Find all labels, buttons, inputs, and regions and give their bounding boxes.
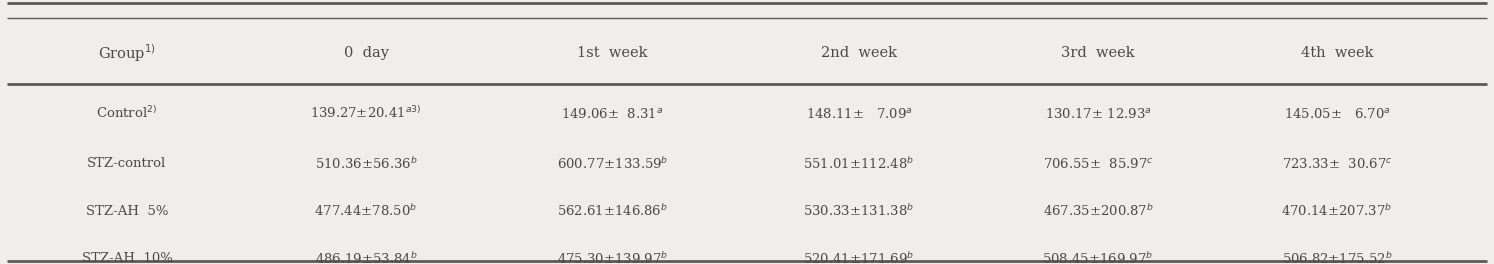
Text: 530.33±131.38$^{b}$: 530.33±131.38$^{b}$ bbox=[804, 203, 914, 219]
Text: 506.82±175.52$^{b}$: 506.82±175.52$^{b}$ bbox=[1282, 251, 1392, 264]
Text: 600.77±133.59$^{b}$: 600.77±133.59$^{b}$ bbox=[557, 156, 668, 172]
Text: 508.45±169.97$^{b}$: 508.45±169.97$^{b}$ bbox=[1043, 251, 1153, 264]
Text: 723.33±  30.67$^{c}$: 723.33± 30.67$^{c}$ bbox=[1282, 157, 1392, 171]
Text: Group$^{1)}$: Group$^{1)}$ bbox=[99, 42, 155, 64]
Text: Control$^{2)}$: Control$^{2)}$ bbox=[96, 106, 158, 121]
Text: 467.35±200.87$^{b}$: 467.35±200.87$^{b}$ bbox=[1043, 203, 1153, 219]
Text: 145.05±   6.70$^{a}$: 145.05± 6.70$^{a}$ bbox=[1283, 106, 1391, 121]
Text: 706.55±  85.97$^{c}$: 706.55± 85.97$^{c}$ bbox=[1043, 157, 1153, 171]
Text: 510.36±56.36$^{b}$: 510.36±56.36$^{b}$ bbox=[315, 156, 417, 172]
Text: 470.14±207.37$^{b}$: 470.14±207.37$^{b}$ bbox=[1282, 203, 1392, 219]
Text: 3rd  week: 3rd week bbox=[1061, 46, 1135, 60]
Text: STZ-AH  10%: STZ-AH 10% bbox=[82, 252, 172, 264]
Text: 486.19±53.84$^{b}$: 486.19±53.84$^{b}$ bbox=[315, 251, 417, 264]
Text: 1st  week: 1st week bbox=[577, 46, 648, 60]
Text: 148.11±   7.09$^{a}$: 148.11± 7.09$^{a}$ bbox=[805, 106, 913, 121]
Text: 2nd  week: 2nd week bbox=[822, 46, 896, 60]
Text: 149.06±  8.31$^{a}$: 149.06± 8.31$^{a}$ bbox=[562, 106, 663, 121]
Text: 551.01±112.48$^{b}$: 551.01±112.48$^{b}$ bbox=[804, 156, 914, 172]
Text: 562.61±146.86$^{b}$: 562.61±146.86$^{b}$ bbox=[557, 203, 668, 219]
Text: STZ-AH  5%: STZ-AH 5% bbox=[85, 205, 169, 218]
Text: 139.27±20.41$^{a3)}$: 139.27±20.41$^{a3)}$ bbox=[311, 106, 421, 121]
Text: 475.30±139.97$^{b}$: 475.30±139.97$^{b}$ bbox=[557, 251, 668, 264]
Text: 520.41±171.69$^{b}$: 520.41±171.69$^{b}$ bbox=[804, 251, 914, 264]
Text: 4th  week: 4th week bbox=[1301, 46, 1373, 60]
Text: 130.17± 12.93$^{a}$: 130.17± 12.93$^{a}$ bbox=[1044, 106, 1152, 121]
Text: 0  day: 0 day bbox=[344, 46, 388, 60]
Text: STZ-control: STZ-control bbox=[87, 157, 167, 170]
Text: 477.44±78.50$^{b}$: 477.44±78.50$^{b}$ bbox=[314, 203, 418, 219]
